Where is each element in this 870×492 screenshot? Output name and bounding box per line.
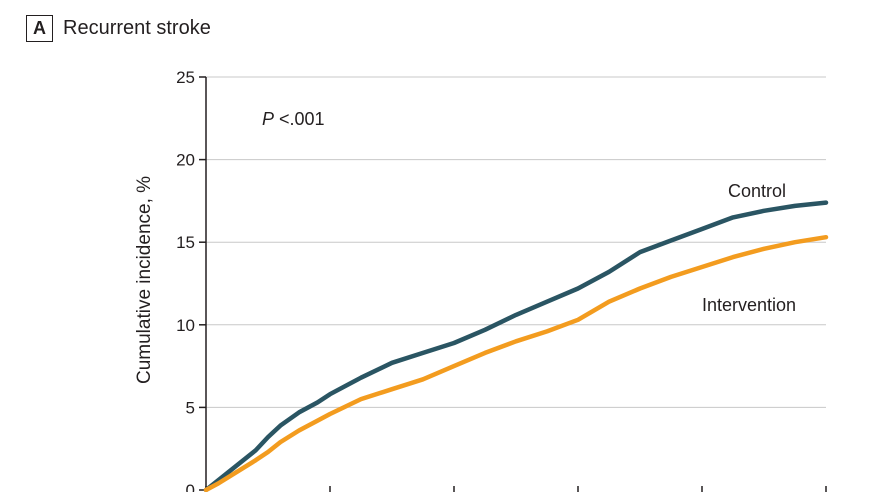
series-lines	[203, 200, 829, 492]
grid-lines	[206, 76, 826, 408]
panel-header: A Recurrent stroke	[26, 14, 211, 42]
panel-title: Recurrent stroke	[63, 16, 211, 39]
y-axis-title: Cumulative incidence, %	[134, 176, 155, 384]
y-tick-label-15: 15	[176, 233, 195, 252]
y-tick-label-5: 5	[186, 398, 195, 417]
series-label-intervention: Intervention	[702, 295, 796, 315]
series-line-control	[203, 200, 829, 492]
p-value-annotation: P <.001	[262, 109, 325, 129]
panel-letter: A	[26, 14, 53, 42]
p-value-text: <.001	[274, 109, 325, 129]
series-label-control: Control	[728, 181, 786, 201]
x-ticks	[205, 486, 827, 492]
y-tick-label-25: 25	[176, 68, 195, 87]
y-tick-label-10: 10	[176, 316, 195, 335]
p-value-italic: P	[262, 109, 274, 129]
y-tick-label-0: 0	[186, 481, 195, 492]
y-tick-label-20: 20	[176, 151, 195, 170]
y-ticks: 0 5 10 15 20 25	[176, 68, 206, 492]
series-line-intervention	[203, 234, 829, 492]
